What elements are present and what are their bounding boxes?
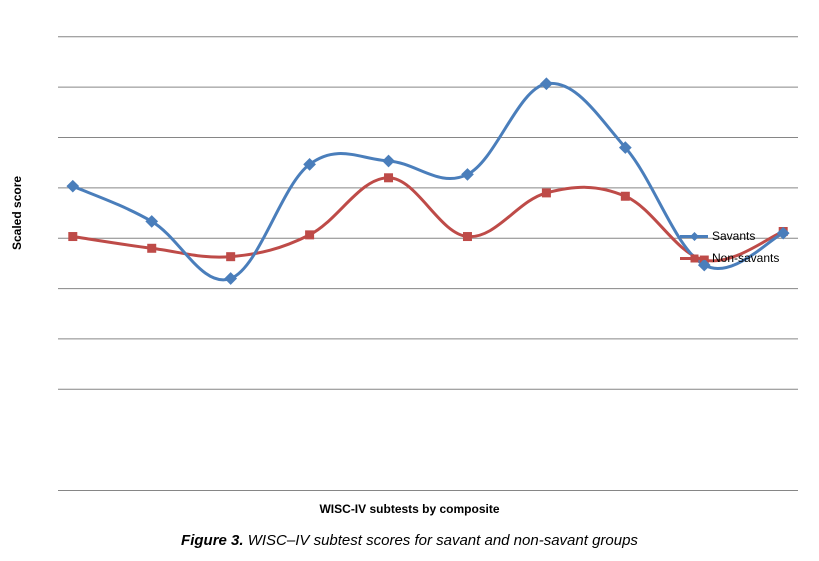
legend-item-non-savants: Non-savants	[680, 247, 779, 269]
square-icon	[690, 254, 699, 263]
series-savants-line	[73, 83, 783, 280]
legend-label-savants: Savants	[712, 229, 755, 243]
x-axis-label: WISC-IV subtests by composite	[0, 502, 819, 516]
chart-container: Scaled score WISC-IV subtests by composi…	[0, 0, 819, 561]
legend: Savants Non-savants	[680, 225, 779, 269]
legend-label-non-savants: Non-savants	[712, 251, 779, 265]
y-axis-label: Scaled score	[10, 176, 24, 250]
legend-item-savants: Savants	[680, 225, 779, 247]
legend-swatch-non-savants	[680, 257, 708, 260]
figure-caption-text: WISC–IV subtest scores for savant and no…	[244, 532, 638, 549]
legend-swatch-savants	[680, 235, 708, 238]
figure-number: Figure 3.	[181, 532, 244, 549]
gridlines	[58, 37, 798, 390]
figure-caption: Figure 3. WISC–IV subtest scores for sav…	[0, 532, 819, 549]
diamond-icon	[690, 232, 699, 241]
